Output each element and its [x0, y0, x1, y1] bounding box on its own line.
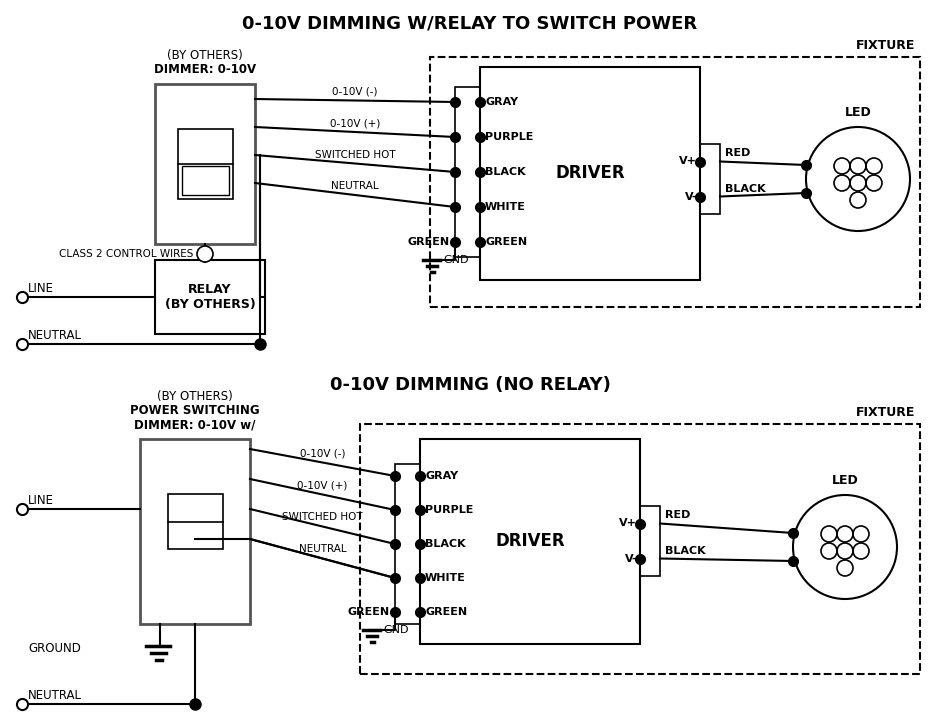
- Text: GND: GND: [383, 625, 409, 635]
- Text: PURPLE: PURPLE: [485, 132, 533, 142]
- Text: WHITE: WHITE: [485, 202, 525, 212]
- Text: 0-10V (+): 0-10V (+): [330, 118, 380, 128]
- Text: V+: V+: [619, 518, 637, 529]
- Text: POWER SWITCHING: POWER SWITCHING: [130, 404, 259, 417]
- Text: NEUTRAL: NEUTRAL: [331, 181, 379, 191]
- Text: RELAY
(BY OTHERS): RELAY (BY OTHERS): [164, 283, 256, 311]
- Circle shape: [197, 246, 213, 262]
- Text: SWITCHED HOT: SWITCHED HOT: [282, 513, 363, 523]
- Text: DIMMER: 0-10V: DIMMER: 0-10V: [154, 63, 256, 76]
- Text: RED: RED: [725, 148, 750, 159]
- Text: WHITE: WHITE: [425, 573, 466, 583]
- Text: (BY OTHERS): (BY OTHERS): [167, 49, 243, 62]
- Text: 0-10V (+): 0-10V (+): [297, 481, 348, 490]
- Text: GRAY: GRAY: [425, 471, 458, 481]
- Text: 0-10V DIMMING W/RELAY TO SWITCH POWER: 0-10V DIMMING W/RELAY TO SWITCH POWER: [243, 14, 697, 32]
- Text: (BY OTHERS): (BY OTHERS): [157, 390, 233, 403]
- Text: CLASS 2 CONTROL WIRES: CLASS 2 CONTROL WIRES: [58, 249, 193, 259]
- Text: V+: V+: [679, 156, 697, 167]
- Text: DRIVER: DRIVER: [495, 532, 565, 550]
- Text: 0-10V (-): 0-10V (-): [300, 448, 345, 458]
- Text: 0-10V DIMMING (NO RELAY): 0-10V DIMMING (NO RELAY): [330, 376, 610, 394]
- Text: NEUTRAL: NEUTRAL: [28, 689, 82, 702]
- Text: FIXTURE: FIXTURE: [855, 406, 915, 419]
- Text: SWITCHED HOT: SWITCHED HOT: [315, 149, 396, 159]
- Text: V-: V-: [624, 554, 637, 563]
- Text: LINE: LINE: [28, 282, 54, 295]
- Text: LED: LED: [832, 474, 858, 487]
- Text: GROUND: GROUND: [28, 642, 81, 655]
- Text: PURPLE: PURPLE: [425, 505, 474, 515]
- Text: FIXTURE: FIXTURE: [855, 39, 915, 52]
- Text: BLACK: BLACK: [425, 539, 465, 549]
- Text: GREEN: GREEN: [408, 237, 450, 247]
- Text: BLACK: BLACK: [665, 545, 706, 555]
- Text: NEUTRAL: NEUTRAL: [28, 329, 82, 342]
- Text: LED: LED: [845, 106, 871, 119]
- Text: GREEN: GREEN: [485, 237, 527, 247]
- Text: 0-10V (-): 0-10V (-): [332, 86, 378, 96]
- Text: BLACK: BLACK: [485, 167, 525, 177]
- Text: LINE: LINE: [28, 494, 54, 508]
- Text: GRAY: GRAY: [485, 97, 518, 107]
- Text: GREEN: GREEN: [348, 607, 390, 617]
- Text: NEUTRAL: NEUTRAL: [299, 544, 346, 555]
- Text: V-: V-: [684, 192, 697, 201]
- Text: GREEN: GREEN: [425, 607, 467, 617]
- Text: DIMMER: 0-10V w/: DIMMER: 0-10V w/: [134, 418, 256, 431]
- Text: GND: GND: [443, 255, 468, 265]
- Text: DRIVER: DRIVER: [556, 164, 625, 182]
- Text: BLACK: BLACK: [725, 183, 765, 193]
- Text: RED: RED: [665, 510, 690, 521]
